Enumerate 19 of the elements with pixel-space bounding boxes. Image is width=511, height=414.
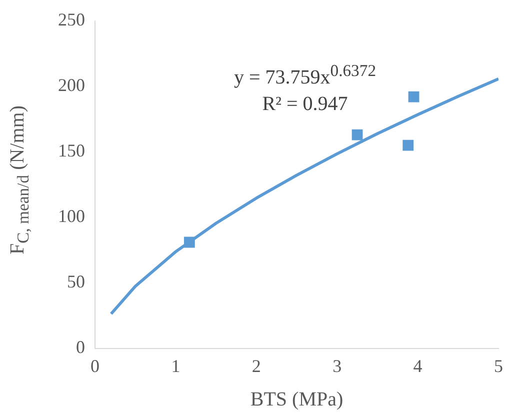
x-tick-label: 4 (413, 356, 422, 376)
x-tick-label: 1 (171, 356, 180, 376)
x-tick-label: 5 (494, 356, 503, 376)
y-tick-label: 200 (58, 75, 85, 96)
x-tick-label: 0 (90, 356, 100, 376)
y-tick-label: 0 (76, 337, 85, 358)
annotation: R² = 0.947 (261, 92, 349, 117)
point (352, 129, 363, 140)
y-tick-label: 150 (58, 140, 85, 161)
annotation: y = 73.759x$^{0.6372}$ (232, 60, 378, 91)
point (184, 236, 195, 248)
x-tick-label: 2 (252, 356, 261, 376)
point (402, 140, 414, 151)
x-axis-title: BTS (MPa) (250, 388, 344, 410)
y-tick-label: 100 (58, 206, 85, 226)
point (408, 91, 420, 102)
y-tick-label: 50 (67, 272, 85, 292)
y-tick-label: 250 (58, 10, 85, 30)
x-tick-label: 3 (332, 356, 342, 376)
